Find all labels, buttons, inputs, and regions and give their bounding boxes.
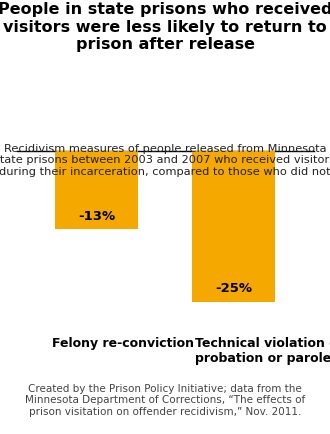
- Text: Recidivism measures of people released from Minnesota
state prisons between 2003: Recidivism measures of people released f…: [0, 143, 330, 176]
- Text: Created by the Prison Policy Initiative; data from the
Minnesota Department of C: Created by the Prison Policy Initiative;…: [25, 383, 305, 416]
- Text: -13%: -13%: [78, 210, 115, 223]
- Text: Felony re-conviction: Felony re-conviction: [52, 336, 194, 349]
- Text: People in state prisons who received
visitors were less likely to return to
pris: People in state prisons who received vis…: [0, 2, 330, 52]
- Bar: [192, 152, 275, 302]
- Bar: [55, 152, 138, 230]
- Text: Technical violation of
probation or parole: Technical violation of probation or paro…: [195, 336, 330, 364]
- Text: -25%: -25%: [215, 282, 252, 295]
